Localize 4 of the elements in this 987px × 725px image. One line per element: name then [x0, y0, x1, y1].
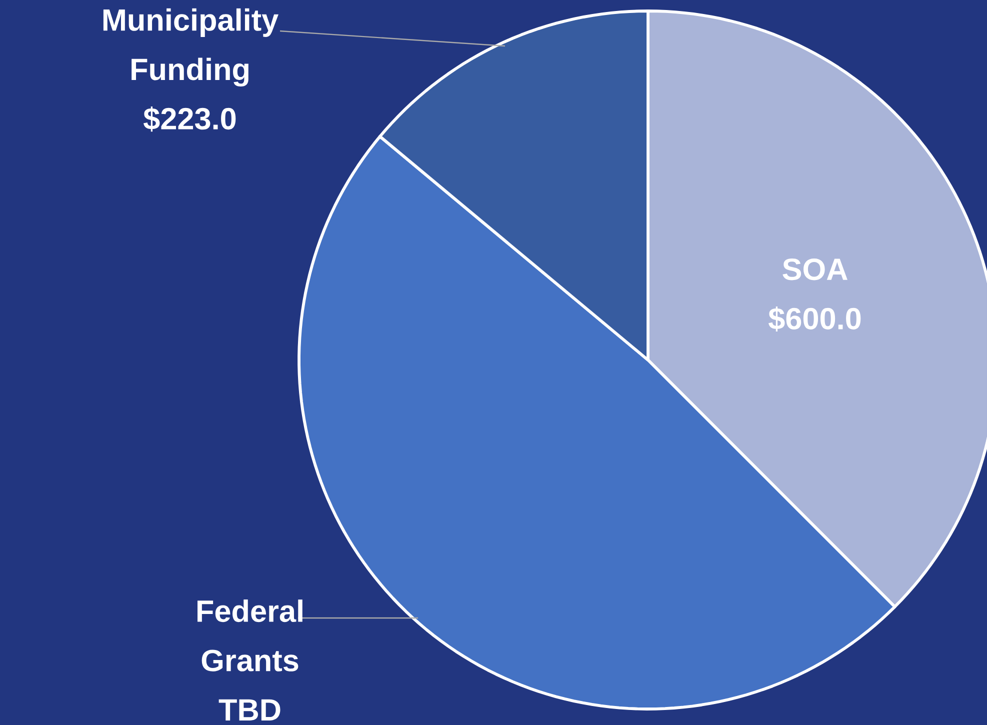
data-label: TBD — [218, 699, 280, 720]
data-label: $223.0 — [144, 106, 236, 132]
slice-label: Municipality Funding — [103, 8, 278, 86]
slice-label: Federal Grants — [198, 600, 302, 672]
